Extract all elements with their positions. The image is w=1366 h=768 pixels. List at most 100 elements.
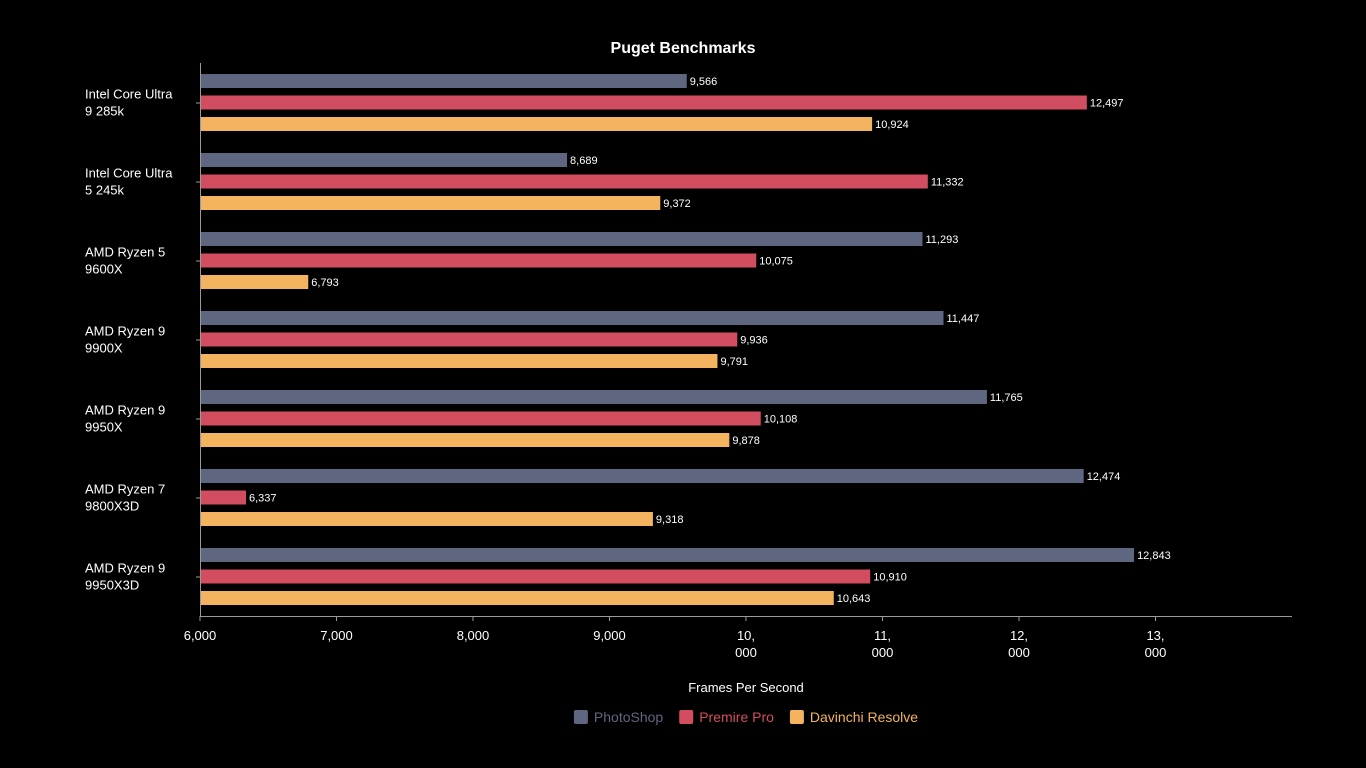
x-tick-label: 10, 000 [735, 628, 757, 660]
category-label-line: Intel Core Ultra [85, 166, 173, 181]
bar-premire-pro [201, 253, 757, 268]
category-label-line: AMD Ryzen 7 [85, 482, 165, 497]
bar-photoshop [201, 232, 923, 246]
category-labels-group: Intel Core Ultra 9 285k Intel Core Ultra 5 … [85, 87, 173, 593]
data-label: 10,910 [873, 572, 907, 584]
data-label: 9,791 [720, 356, 748, 368]
bar-premire-pro [201, 332, 738, 347]
bar-photoshop [201, 390, 987, 404]
category-label-line: 9 285k [85, 104, 125, 119]
legend-swatch [573, 710, 588, 724]
legend-label: Premire Pro [699, 709, 774, 725]
legend-item-davinchi-resolve[interactable]: Davinchi Resolve [789, 709, 918, 725]
x-axis-title: Frames Per Second [688, 680, 804, 695]
bar-photoshop [201, 311, 944, 325]
x-tick-label: 8,000 [457, 628, 490, 643]
data-label: 10,924 [875, 119, 909, 131]
bar-davinchi-resolve [201, 117, 873, 131]
category-label: AMD Ryzen 5 9600X [85, 245, 165, 277]
category-label: AMD Ryzen 7 9800X3D [85, 482, 165, 514]
bar-photoshop [201, 153, 568, 167]
data-label: 9,318 [656, 514, 684, 526]
legend-label: Davinchi Resolve [810, 709, 918, 725]
x-tick-label-line: 8,000 [457, 628, 490, 643]
category-label-line: Intel Core Ultra [85, 87, 173, 102]
x-tick-label-line: 000 [735, 645, 757, 660]
data-label: 6,793 [311, 277, 339, 289]
data-label: 9,878 [732, 435, 760, 447]
data-label: 11,765 [990, 392, 1023, 404]
category-label-line: 5 245k [85, 183, 125, 198]
data-label: 10,075 [759, 256, 793, 268]
bar-premire-pro [201, 490, 247, 505]
legend-item-premire-pro[interactable]: Premire Pro [679, 709, 774, 725]
bar-davinchi-resolve [201, 354, 718, 368]
x-tick-label-line: 000 [1008, 645, 1030, 660]
bar-davinchi-resolve [201, 433, 730, 447]
category-label-line: AMD Ryzen 9 [85, 324, 165, 339]
category-label-line: 9800X3D [85, 499, 139, 514]
data-label: 12,497 [1090, 98, 1124, 110]
x-tick-label-line: 9,000 [593, 628, 626, 643]
bar-premire-pro [201, 174, 928, 189]
category-label: Intel Core Ultra 5 245k [85, 166, 173, 198]
bars-group [201, 74, 1135, 605]
bar-premire-pro [201, 569, 871, 584]
x-tick-label: 12, 000 [1008, 628, 1030, 660]
category-label: Intel Core Ultra 9 285k [85, 87, 173, 119]
category-label: AMD Ryzen 9 9900X [85, 324, 165, 356]
legend: PhotoShop Premire Pro Davinchi Resolve [573, 709, 918, 725]
x-axis [199, 616, 1292, 621]
category-label-line: AMD Ryzen 9 [85, 403, 165, 418]
bar-photoshop [201, 469, 1084, 483]
bar-davinchi-resolve [201, 512, 653, 526]
x-tick-label-line: 12, [1010, 628, 1028, 643]
bar-davinchi-resolve [201, 275, 309, 289]
bar-photoshop [201, 74, 687, 88]
data-label: 9,566 [690, 76, 718, 88]
x-tick-label-line: 6,000 [184, 628, 217, 643]
bar-premire-pro [201, 95, 1087, 110]
bar-davinchi-resolve [201, 196, 661, 210]
data-label: 9,936 [740, 335, 768, 347]
data-label: 10,643 [837, 593, 871, 605]
data-label: 10,108 [764, 414, 798, 426]
x-tick-label: 9,000 [593, 628, 626, 643]
x-tick-label: 6,000 [184, 628, 217, 643]
category-label-line: 9900X [85, 341, 123, 356]
x-tick-label: 7,000 [320, 628, 353, 643]
bar-photoshop [201, 548, 1135, 562]
data-label: 12,474 [1087, 471, 1121, 483]
y-axis [196, 63, 201, 616]
data-label: 9,372 [663, 198, 691, 210]
legend-swatch [789, 710, 804, 724]
bar-premire-pro [201, 411, 761, 426]
x-tick-label-line: 11, [874, 628, 891, 643]
data-label: 12,843 [1137, 550, 1171, 562]
category-label-line: AMD Ryzen 5 [85, 245, 165, 260]
data-label: 11,447 [947, 313, 980, 325]
legend-swatch [679, 710, 694, 724]
data-labels-group: 9,566 12,497 10,924 8,689 11,332 9,372 11,293 1… [249, 76, 1171, 605]
category-label-line: 9950X3D [85, 578, 139, 593]
x-tick-label-line: 13, [1146, 628, 1164, 643]
legend-label: PhotoShop [594, 709, 663, 725]
chart-title: Puget Benchmarks [611, 40, 756, 57]
data-label: 11,293 [925, 234, 958, 246]
data-label: 6,337 [249, 493, 277, 505]
x-tick-label: 11, 000 [872, 628, 894, 660]
data-label: 11,332 [931, 177, 964, 189]
x-tick-label-line: 000 [1145, 645, 1167, 660]
category-label-line: 9600X [85, 262, 123, 277]
category-label-line: AMD Ryzen 9 [85, 561, 165, 576]
x-tick-label-line: 000 [872, 645, 894, 660]
category-label-line: 9950X [85, 420, 123, 435]
x-tick-label-line: 7,000 [320, 628, 353, 643]
x-tick-label-line: 10, [737, 628, 755, 643]
legend-item-photoshop[interactable]: PhotoShop [573, 709, 663, 725]
category-label: AMD Ryzen 9 9950X3D [85, 561, 165, 593]
bar-davinchi-resolve [201, 591, 834, 605]
x-tick-label: 13, 000 [1145, 628, 1167, 660]
